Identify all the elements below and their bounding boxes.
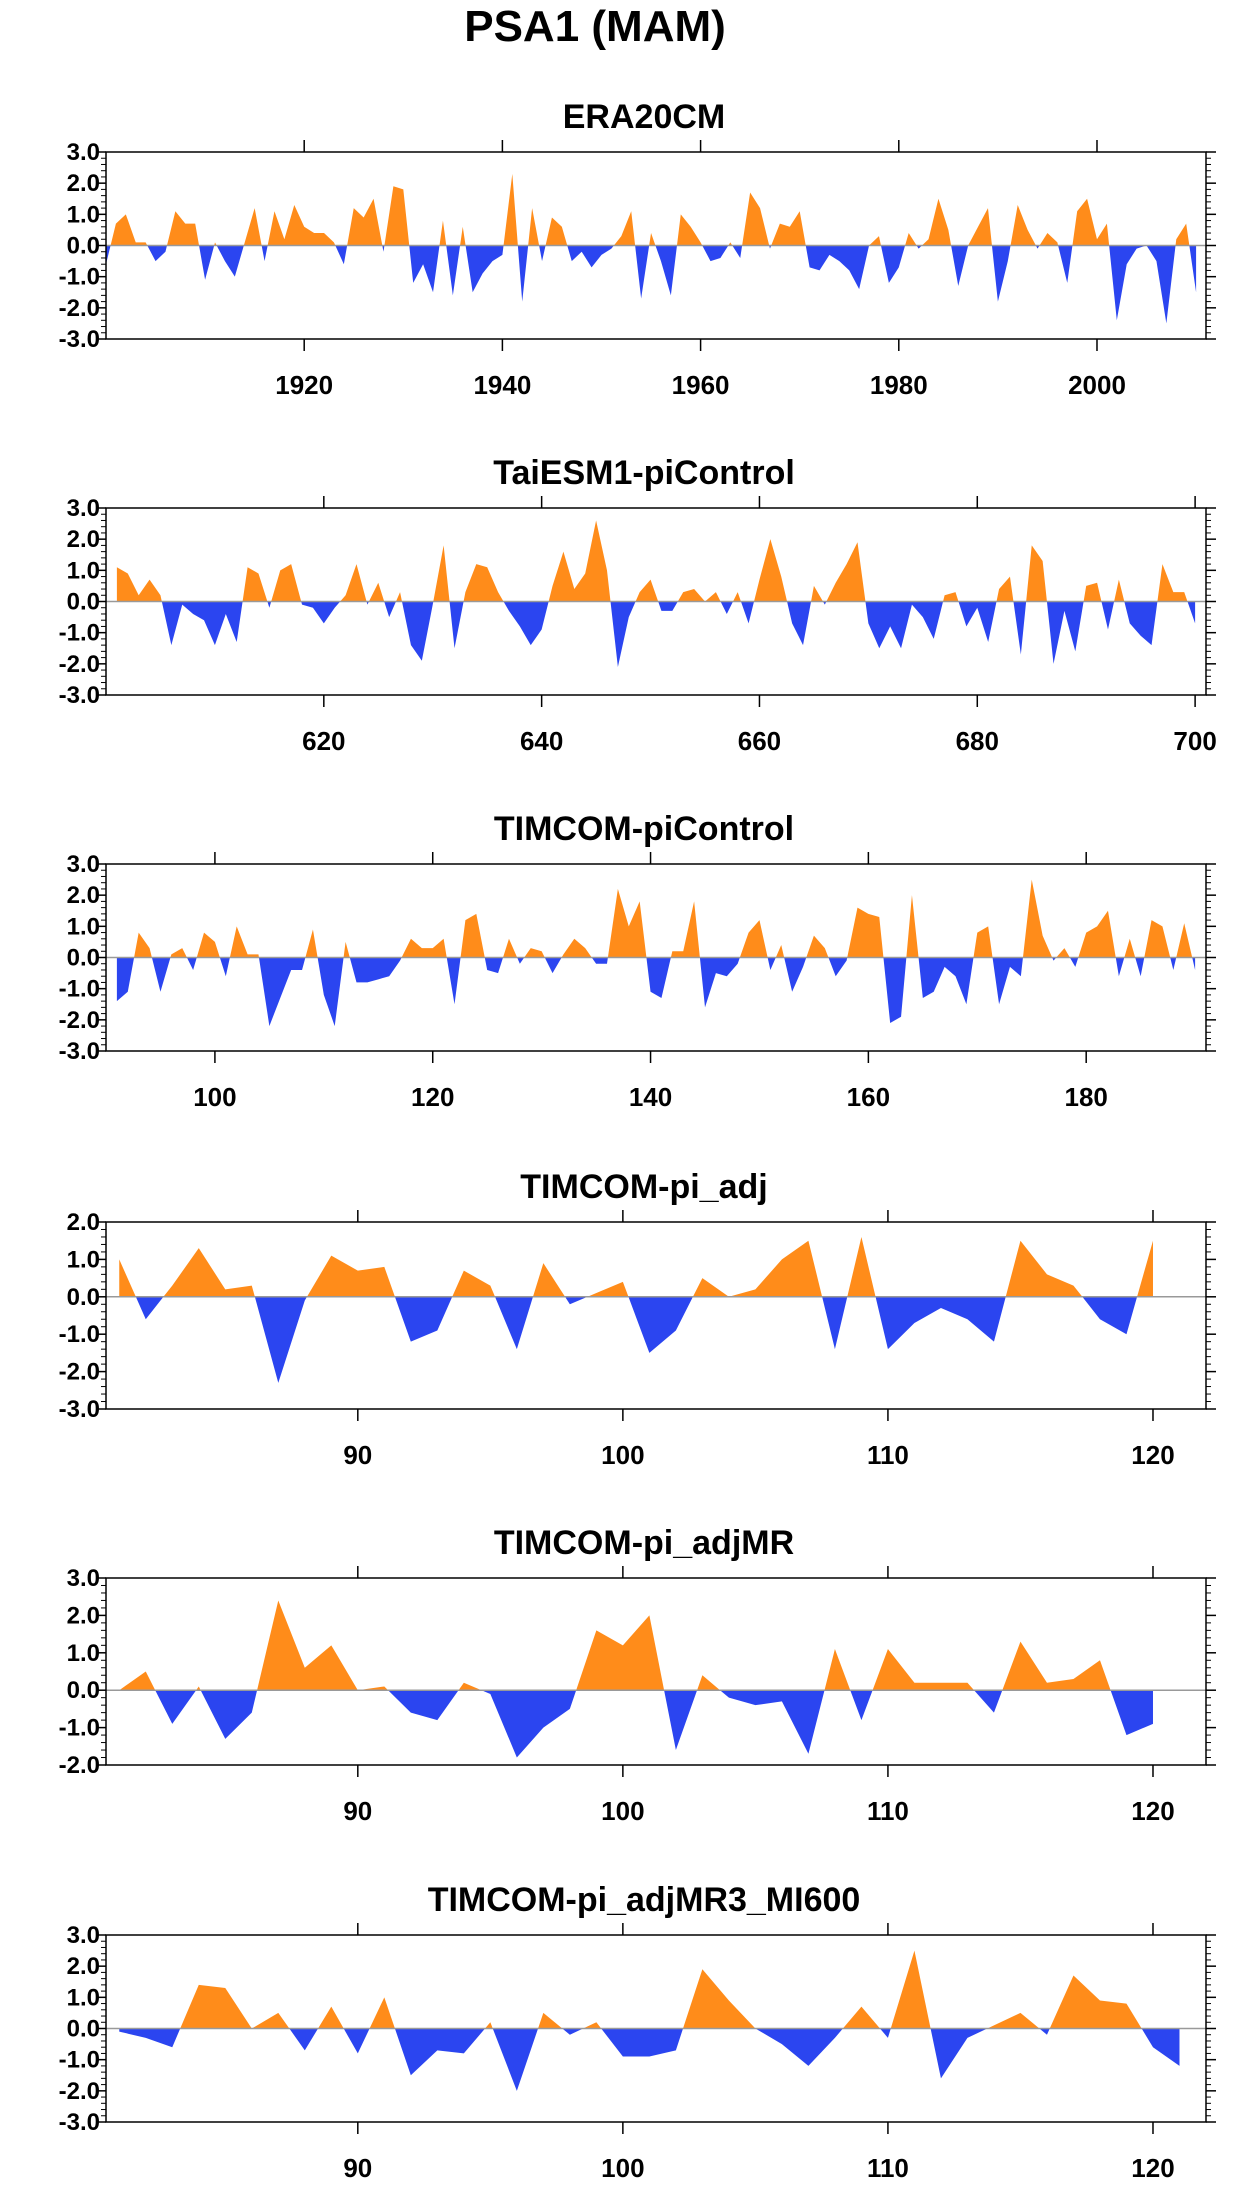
y-tick-label: 1.0	[67, 201, 100, 228]
chart-panel-4: TIMCOM-pi_adj -3.0 -2.0 -1.0 0.0 1.0 2.0 90 100 1…	[59, 1168, 1216, 1470]
x-tick-label: 90	[343, 1796, 372, 1826]
x-tick-label: 660	[738, 726, 781, 756]
x-tick-label: 1980	[870, 370, 928, 400]
y-tick-label: -1.0	[59, 2047, 100, 2074]
negative-anomaly-area	[161, 601, 1196, 667]
positive-anomaly-area	[119, 1236, 1153, 1297]
y-tick-label: -2.0	[59, 2078, 100, 2105]
y-tick-label: -2.0	[59, 295, 100, 322]
chart-panel-6: TIMCOM-pi_adjMR3_MI600 -3.0 -2.0 -1.0 0.0 1.0…	[59, 1881, 1216, 2183]
y-tick-label: 0.0	[67, 1284, 100, 1311]
y-tick-label: 3.0	[67, 851, 100, 878]
panel-title: TIMCOM-pi_adjMR	[494, 1524, 794, 1562]
x-tick-label: 100	[601, 1796, 644, 1826]
negative-anomaly-area	[119, 2028, 1180, 2091]
y-tick-label: -1.0	[59, 264, 100, 291]
plot-frame	[105, 1577, 1207, 1766]
x-tick-label: 120	[1131, 1440, 1174, 1470]
y-tick-label: -1.0	[59, 620, 100, 647]
x-tick-label: 700	[1173, 726, 1216, 756]
x-tick-label: 640	[520, 726, 563, 756]
x-tick-label: 100	[601, 1440, 644, 1470]
y-tick-label: 0.0	[67, 945, 100, 972]
positive-anomaly-area	[119, 1600, 1111, 1691]
x-tick-label: 140	[629, 1082, 672, 1112]
chart-panel-3: TIMCOM-piControl -3.0 -2.0 -1.0 0.0 1.0 2.0 3.0…	[59, 810, 1216, 1112]
y-tick-label: 2.0	[67, 526, 100, 553]
x-tick-label: 120	[1131, 2153, 1174, 2183]
y-tick-label: 3.0	[67, 1922, 100, 1949]
chart-panel-5: TIMCOM-pi_adjMR -2.0 -1.0 0.0 1.0 2.0 3.0 90 100…	[59, 1524, 1216, 1826]
y-tick-label: -3.0	[59, 1396, 100, 1423]
chart-panel-1: ERA20CM -3.0 -2.0 -1.0 0.0 1.0 2.0 3.0 1920 1940 1…	[59, 98, 1216, 400]
y-tick-label: 1.0	[67, 1640, 100, 1667]
plot-frame	[105, 1221, 1207, 1410]
x-tick-label: 120	[411, 1082, 454, 1112]
y-tick-label: 1.0	[67, 557, 100, 584]
y-tick-label: 2.0	[67, 1953, 100, 1980]
positive-anomaly-area	[116, 520, 1188, 602]
y-tick-label: -1.0	[59, 1715, 100, 1742]
y-tick-label: -2.0	[59, 1007, 100, 1034]
y-tick-label: 2.0	[67, 882, 100, 909]
negative-anomaly-area	[135, 1296, 1138, 1383]
positive-anomaly-area	[110, 173, 1190, 246]
x-tick-label: 120	[1131, 1796, 1174, 1826]
y-tick-label: 1.0	[67, 1984, 100, 2011]
panel-title: TIMCOM-pi_adj	[520, 1168, 767, 1206]
x-tick-label: 100	[601, 2153, 644, 2183]
negative-anomaly-area	[155, 1690, 1153, 1758]
y-tick-label: 0.0	[67, 233, 100, 260]
x-tick-label: 620	[302, 726, 345, 756]
y-tick-label: -3.0	[59, 2109, 100, 2136]
y-tick-label: 1.0	[67, 913, 100, 940]
x-tick-label: 160	[847, 1082, 890, 1112]
y-tick-label: -3.0	[59, 682, 100, 709]
panel-title: TaiESM1-piControl	[493, 454, 795, 492]
y-tick-label: -1.0	[59, 1321, 100, 1348]
y-tick-label: 0.0	[67, 2016, 100, 2043]
chart-panel-2: TaiESM1-piControl -3.0 -2.0 -1.0 0.0 1.0 2.0 3.…	[59, 454, 1217, 756]
panel-title: TIMCOM-piControl	[494, 810, 794, 848]
x-tick-label: 180	[1065, 1082, 1108, 1112]
y-tick-label: 0.0	[67, 1677, 100, 1704]
y-tick-label: 0.0	[67, 589, 100, 616]
y-tick-label: -2.0	[59, 651, 100, 678]
x-tick-label: 110	[867, 2153, 909, 2183]
x-tick-label: 90	[343, 2153, 372, 2183]
x-tick-label: 100	[193, 1082, 236, 1112]
x-tick-label: 110	[867, 1796, 909, 1826]
y-tick-label: -3.0	[59, 1038, 100, 1065]
y-tick-label: 2.0	[67, 1209, 100, 1236]
y-tick-label: 3.0	[67, 495, 100, 522]
x-tick-label: 110	[867, 1440, 909, 1470]
negative-anomaly-area	[116, 957, 1196, 1027]
x-tick-label: 1920	[275, 370, 333, 400]
y-tick-label: -1.0	[59, 976, 100, 1003]
positive-anomaly-area	[180, 1950, 1142, 2029]
negative-anomaly-area	[106, 245, 1197, 324]
x-tick-label: 90	[343, 1440, 372, 1470]
y-tick-label: 2.0	[67, 1602, 100, 1629]
y-tick-label: 3.0	[67, 139, 100, 166]
y-tick-label: -2.0	[59, 1359, 100, 1386]
positive-anomaly-area	[134, 879, 1193, 958]
x-tick-label: 2000	[1068, 370, 1126, 400]
x-tick-label: 1960	[672, 370, 730, 400]
y-tick-label: -2.0	[59, 1752, 100, 1779]
figure-title: PSA1 (MAM)	[464, 2, 726, 51]
x-tick-label: 1940	[473, 370, 531, 400]
y-tick-label: -3.0	[59, 326, 100, 353]
panel-title: TIMCOM-pi_adjMR3_MI600	[428, 1881, 861, 1919]
y-tick-label: 2.0	[67, 170, 100, 197]
x-tick-label: 680	[956, 726, 999, 756]
y-tick-label: 1.0	[67, 1246, 100, 1273]
y-tick-label: 3.0	[67, 1565, 100, 1592]
panel-title: ERA20CM	[563, 98, 725, 136]
